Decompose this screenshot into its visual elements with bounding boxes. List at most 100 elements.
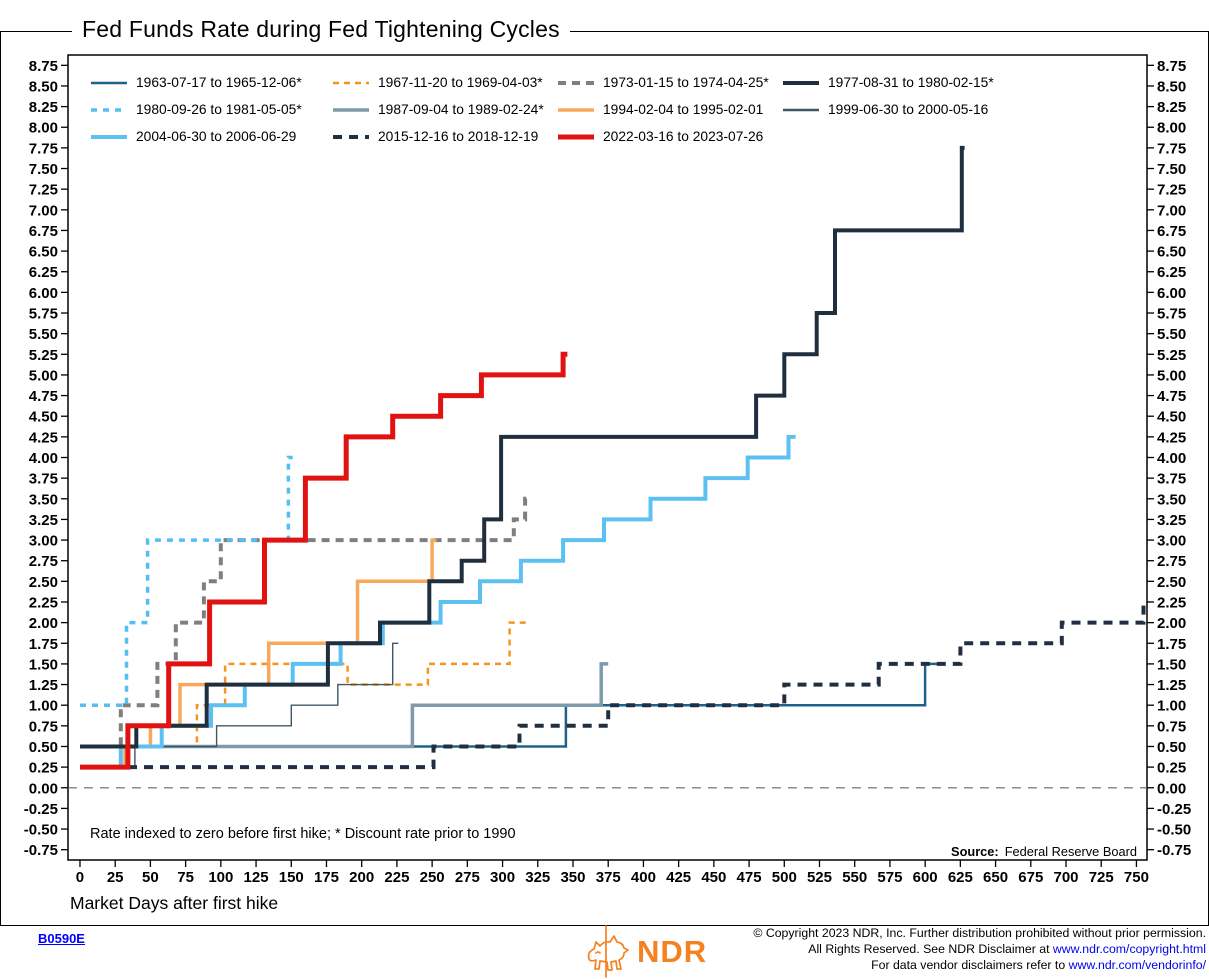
legend-label: 1980-09-26 to 1981-05-05*	[136, 102, 302, 117]
chart-title: Fed Funds Rate during Fed Tightening Cyc…	[72, 16, 570, 43]
legend-label: 2022-03-16 to 2023-07-26	[603, 129, 764, 144]
y-tick-label-right: 5.00	[1157, 367, 1186, 384]
y-tick-label-right: 3.00	[1157, 533, 1186, 550]
y-tick-label-left: 3.50	[29, 491, 58, 508]
legend-swatch	[333, 134, 369, 139]
y-tick-label-right: 8.25	[1157, 99, 1186, 116]
y-tick-label-right: 8.75	[1157, 58, 1186, 75]
y-tick-label-right: 2.75	[1157, 553, 1186, 570]
y-tick-label-right: 8.50	[1157, 78, 1186, 95]
y-tick-label-left: 2.00	[29, 615, 58, 632]
legend-label: 1967-11-20 to 1969-04-03*	[378, 75, 543, 90]
legend-item-1980-09-26: 1980-09-26 to 1981-05-05*	[90, 102, 302, 117]
y-tick-label-right: 1.25	[1157, 677, 1186, 694]
x-tick-label: 400	[631, 869, 656, 886]
copyright-line-2: All Rights Reserved. See NDR Disclaimer …	[753, 942, 1206, 958]
y-tick-label-right: -0.75	[1157, 842, 1191, 859]
x-tick-label: 750	[1124, 869, 1149, 886]
x-tick-label: 300	[490, 869, 515, 886]
y-tick-label-left: 7.25	[29, 182, 58, 199]
y-tick-label-left: 4.00	[29, 450, 58, 467]
y-tick-label-left: 1.50	[29, 656, 58, 673]
y-tick-label-left: 8.75	[29, 58, 58, 75]
x-tick-label: 350	[560, 869, 585, 886]
y-tick-label-left: 8.00	[29, 120, 58, 137]
y-tick-label-right: 1.75	[1157, 636, 1186, 653]
y-tick-label-left: 0.25	[29, 760, 58, 777]
y-tick-label-right: 4.00	[1157, 450, 1186, 467]
legend-item-1999-06-30: 1999-06-30 to 2000-05-16	[782, 102, 988, 117]
y-tick-label-left: 8.25	[29, 99, 58, 116]
y-tick-label-right: 0.25	[1157, 760, 1186, 777]
y-tick-label-right: 5.25	[1157, 347, 1186, 364]
x-tick-label: 200	[349, 869, 374, 886]
legend-item-1967-11-20: 1967-11-20 to 1969-04-03*	[332, 75, 543, 90]
y-tick-label-right: -0.25	[1157, 801, 1191, 818]
x-tick-label: 725	[1089, 869, 1114, 886]
y-tick-label-right: 6.25	[1157, 264, 1186, 281]
y-tick-label-left: -0.25	[24, 801, 58, 818]
copyright-line-2-text: All Rights Reserved. See NDR Disclaimer …	[808, 941, 1053, 956]
y-tick-label-right: 7.50	[1157, 161, 1186, 178]
series-line-20040630	[80, 434, 796, 770]
y-tick-label-left: 6.50	[29, 244, 58, 261]
x-tick-label: 525	[807, 869, 832, 886]
y-tick-label-left: 1.00	[29, 698, 58, 715]
x-tick-label: 475	[737, 869, 762, 886]
y-tick-label-left: 6.00	[29, 285, 58, 302]
x-tick-label: 50	[142, 869, 159, 886]
legend-item-1987-09-04: 1987-09-04 to 1989-02-24*	[332, 102, 544, 117]
y-tick-label-left: 4.75	[29, 388, 58, 405]
x-tick-label: 600	[913, 869, 938, 886]
copyright-link[interactable]: www.ndr.com/copyright.html	[1052, 941, 1206, 956]
ndr-bull-bear-icon	[587, 925, 629, 978]
y-tick-label-left: 5.50	[29, 326, 58, 343]
legend-swatch	[333, 107, 369, 112]
x-tick-label: 0	[76, 869, 84, 886]
y-tick-label-left: 4.50	[29, 409, 58, 426]
x-tick-label: 625	[948, 869, 973, 886]
x-tick-label: 275	[455, 869, 480, 886]
legend-label: 2015-12-16 to 2018-12-19	[378, 129, 539, 144]
x-tick-label: 225	[384, 869, 409, 886]
y-tick-label-left: 2.50	[29, 574, 58, 591]
x-axis-title: Market Days after first hike	[70, 893, 278, 913]
x-tick-label: 75	[177, 869, 194, 886]
legend-swatch	[783, 108, 819, 111]
x-tick-label: 675	[1018, 869, 1043, 886]
legend-label: 2004-06-30 to 2006-06-29	[136, 129, 297, 144]
y-tick-label-left: 0.00	[29, 780, 58, 797]
legend-label: 1994-02-04 to 1995-02-01	[603, 102, 764, 117]
y-tick-label-right: 2.25	[1157, 594, 1186, 611]
chart-code-link[interactable]: B0590E	[38, 931, 85, 946]
vendorinfo-link[interactable]: www.ndr.com/vendorinfo/	[1068, 957, 1206, 972]
y-tick-label-right: -0.50	[1157, 822, 1191, 839]
y-tick-label-right: 7.75	[1157, 140, 1186, 157]
y-tick-label-right: 7.25	[1157, 182, 1186, 199]
y-tick-label-right: 3.50	[1157, 491, 1186, 508]
legend-item-1963-07-17: 1963-07-17 to 1965-12-06*	[90, 75, 302, 90]
y-tick-label-left: 7.00	[29, 202, 58, 219]
legend-label: 1973-01-15 to 1974-04-25*	[603, 75, 769, 90]
y-tick-label-right: 4.50	[1157, 409, 1186, 426]
y-tick-label-right: 6.00	[1157, 285, 1186, 302]
y-tick-label-left: 5.25	[29, 347, 58, 364]
legend-swatch	[558, 107, 594, 112]
y-tick-label-right: 2.00	[1157, 615, 1186, 632]
y-tick-label-right: 5.50	[1157, 326, 1186, 343]
y-tick-label-right: 8.00	[1157, 120, 1186, 137]
y-tick-label-left: 5.00	[29, 367, 58, 384]
copyright-block: © Copyright 2023 NDR, Inc. Further distr…	[753, 926, 1206, 973]
x-tick-label: 375	[596, 869, 621, 886]
y-tick-label-right: 6.75	[1157, 223, 1186, 240]
y-tick-label-right: 1.50	[1157, 656, 1186, 673]
y-tick-label-right: 4.25	[1157, 429, 1186, 446]
x-tick-label: 650	[983, 869, 1008, 886]
y-tick-label-left: 2.75	[29, 553, 58, 570]
x-tick-label: 125	[244, 869, 269, 886]
x-tick-label: 150	[279, 869, 304, 886]
y-tick-label-left: 0.50	[29, 739, 58, 756]
x-tick-label: 500	[772, 869, 797, 886]
y-tick-label-left: 3.00	[29, 533, 58, 550]
